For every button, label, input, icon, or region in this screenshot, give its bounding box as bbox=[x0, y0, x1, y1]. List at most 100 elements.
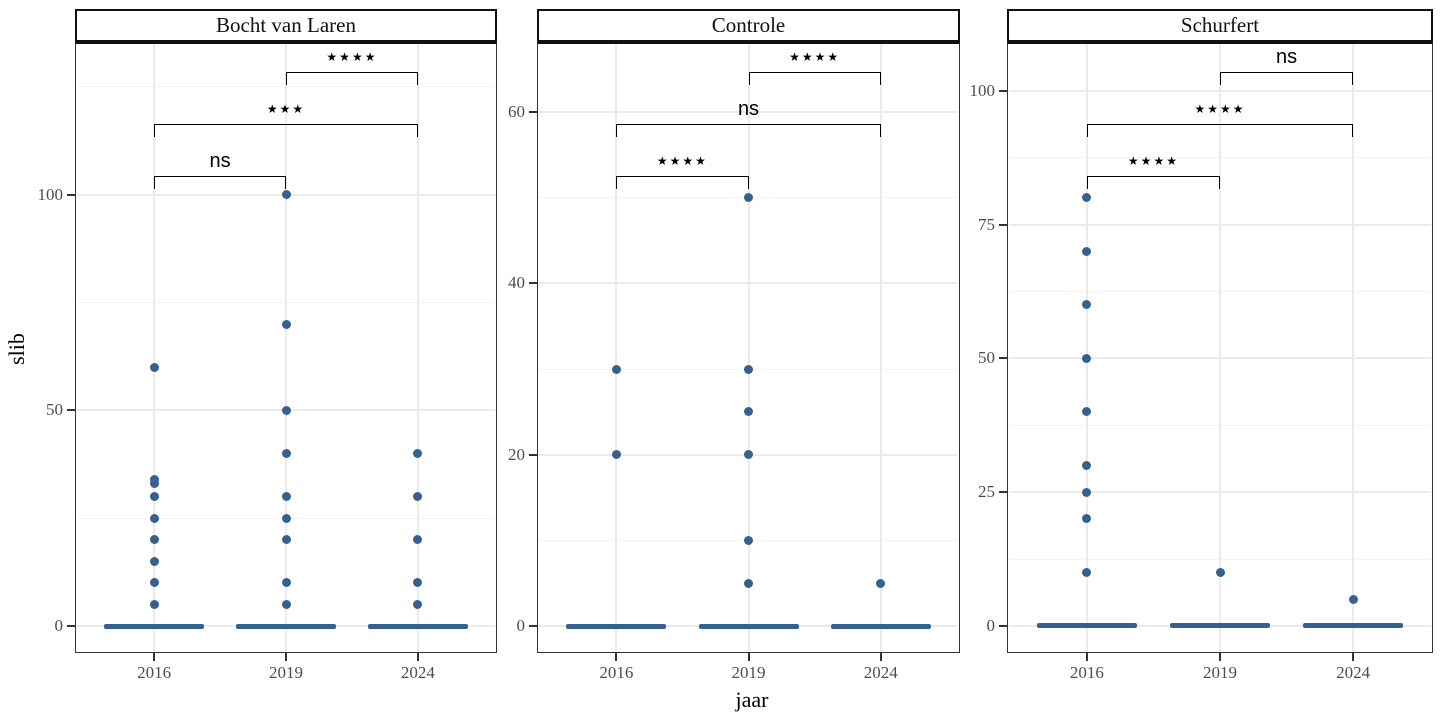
significance-label: ★★★★ bbox=[1194, 102, 1246, 116]
y-tick-label: 50 bbox=[978, 348, 995, 368]
x-tick-mark bbox=[879, 653, 882, 661]
data-point bbox=[281, 319, 291, 329]
x-tick-label: 2019 bbox=[269, 663, 303, 682]
y-tick-mark bbox=[999, 223, 1007, 226]
y-tick-mark bbox=[529, 453, 537, 456]
data-point bbox=[281, 190, 291, 200]
data-point bbox=[1082, 514, 1092, 524]
zero-cluster-bar bbox=[1303, 623, 1404, 629]
significance-label: ★★★★ bbox=[656, 154, 708, 168]
gridline-major-x bbox=[1085, 44, 1088, 651]
significance-bracket bbox=[616, 176, 749, 189]
x-tick-mark bbox=[153, 653, 156, 661]
data-point bbox=[149, 362, 159, 372]
data-point bbox=[149, 479, 159, 489]
data-point bbox=[413, 599, 423, 609]
gridline-major-x bbox=[153, 44, 156, 651]
data-point bbox=[1082, 460, 1092, 470]
significance-label: ns bbox=[1276, 46, 1298, 68]
significance-label: ★★★ bbox=[266, 102, 306, 116]
significance-bracket bbox=[1220, 72, 1354, 85]
data-point bbox=[1082, 407, 1092, 417]
data-point bbox=[1082, 567, 1092, 577]
zero-cluster-bar bbox=[236, 623, 336, 629]
x-tick-label: 2024 bbox=[400, 663, 435, 682]
y-tick-label: 40 bbox=[508, 273, 525, 293]
data-point bbox=[611, 364, 621, 374]
x-tick-label: 2016 bbox=[599, 663, 634, 682]
y-tick-mark bbox=[999, 89, 1007, 92]
x-tick-label: 2019 bbox=[731, 663, 766, 682]
y-tick-label: 0 bbox=[516, 616, 526, 636]
zero-cluster-bar bbox=[1036, 623, 1137, 629]
zero-cluster-bar bbox=[566, 623, 667, 629]
data-point bbox=[149, 513, 159, 523]
gridline-major-x bbox=[1219, 44, 1221, 651]
data-point bbox=[744, 578, 753, 588]
data-point bbox=[1082, 246, 1092, 256]
significance-label: ★★★★ bbox=[1127, 154, 1179, 168]
gridline-major-x bbox=[1352, 44, 1355, 651]
significance-bracket bbox=[748, 72, 881, 85]
data-point bbox=[281, 513, 291, 523]
significance-label: ★★★★ bbox=[789, 50, 841, 64]
data-point bbox=[281, 535, 291, 545]
significance-bracket bbox=[1086, 176, 1220, 189]
x-tick-mark bbox=[1219, 653, 1221, 661]
data-point bbox=[281, 578, 291, 588]
data-point bbox=[744, 407, 753, 417]
x-axis-title: jaar bbox=[735, 687, 769, 712]
y-tick-label: 25 bbox=[978, 482, 995, 502]
significance-bracket bbox=[616, 124, 881, 137]
data-point bbox=[876, 578, 886, 588]
data-point bbox=[281, 599, 291, 609]
data-point bbox=[611, 450, 621, 460]
data-point bbox=[281, 405, 291, 415]
y-tick-label: 100 bbox=[969, 80, 996, 100]
data-point bbox=[413, 535, 423, 545]
data-point bbox=[149, 492, 159, 502]
facet-strip: Schurfert bbox=[1007, 9, 1433, 42]
significance-label: ns bbox=[209, 150, 231, 172]
x-tick-mark bbox=[747, 653, 750, 661]
zero-cluster-bar bbox=[698, 623, 799, 629]
y-tick-label: 75 bbox=[978, 214, 995, 234]
facet-strip: Bocht van Laren bbox=[75, 9, 497, 42]
data-point bbox=[1082, 193, 1092, 203]
y-tick-label: 20 bbox=[508, 444, 525, 464]
x-tick-label: 2016 bbox=[1069, 663, 1104, 682]
y-tick-label: 50 bbox=[46, 400, 63, 420]
x-tick-label: 2024 bbox=[1336, 663, 1371, 682]
significance-bracket bbox=[154, 176, 286, 189]
data-point bbox=[1082, 300, 1092, 310]
data-point bbox=[744, 450, 753, 460]
x-tick-mark bbox=[1085, 653, 1088, 661]
data-point bbox=[1215, 567, 1225, 577]
x-tick-label: 2024 bbox=[863, 663, 898, 682]
data-point bbox=[149, 599, 159, 609]
significance-label: ns bbox=[737, 98, 760, 120]
y-tick-mark bbox=[67, 625, 75, 628]
x-tick-label: 2019 bbox=[1203, 663, 1237, 682]
gridline-major-x bbox=[285, 44, 287, 651]
data-point bbox=[281, 492, 291, 502]
zero-cluster-bar bbox=[104, 623, 205, 629]
significance-bracket bbox=[154, 124, 418, 137]
x-tick-mark bbox=[285, 653, 287, 661]
data-point bbox=[1082, 487, 1092, 497]
data-point bbox=[744, 193, 753, 203]
y-tick-mark bbox=[529, 282, 537, 285]
data-point bbox=[413, 492, 423, 502]
y-tick-mark bbox=[67, 193, 75, 196]
gridline-major-x bbox=[747, 44, 750, 651]
y-tick-mark bbox=[999, 624, 1007, 627]
gridline-major-x bbox=[416, 44, 419, 651]
x-tick-mark bbox=[416, 653, 419, 661]
data-point bbox=[413, 578, 423, 588]
y-tick-mark bbox=[67, 409, 75, 412]
data-point bbox=[744, 535, 753, 545]
y-tick-mark bbox=[529, 111, 537, 114]
zero-cluster-bar bbox=[367, 623, 468, 629]
zero-cluster-bar bbox=[1170, 623, 1270, 629]
